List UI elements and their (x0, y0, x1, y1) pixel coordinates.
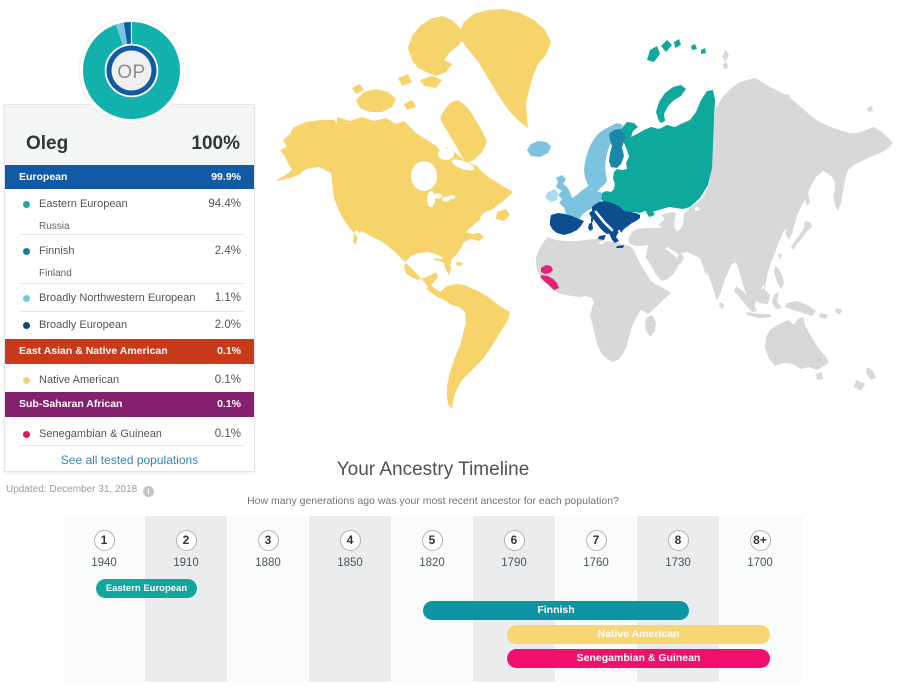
svg-text:OP: OP (117, 62, 145, 83)
